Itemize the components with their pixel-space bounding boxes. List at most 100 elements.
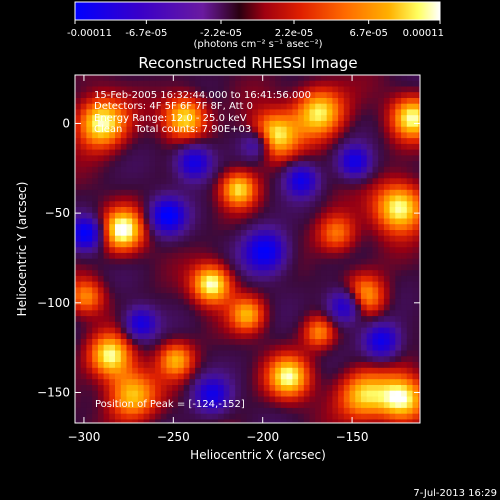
heatmap-cell xyxy=(212,235,219,242)
heatmap-cell xyxy=(240,149,248,156)
heatmap-cell xyxy=(80,270,87,277)
heatmap-cell xyxy=(355,385,362,392)
heatmap-cell xyxy=(166,293,173,300)
heatmap-cell xyxy=(160,138,168,145)
heatmap-cell xyxy=(321,189,328,197)
heatmap-cell xyxy=(252,247,259,254)
heatmap-cell xyxy=(292,247,299,254)
heatmap-cell xyxy=(126,115,133,122)
heatmap-cell xyxy=(200,103,208,110)
heatmap-cell xyxy=(406,413,414,420)
heatmap-cell xyxy=(178,218,185,225)
heatmap-cell xyxy=(286,212,293,220)
heatmap-cell xyxy=(349,385,356,392)
heatmap-cell xyxy=(218,270,225,277)
heatmap-cell xyxy=(315,143,322,151)
heatmap-cell xyxy=(240,402,248,409)
heatmap-cell xyxy=(183,247,190,254)
heatmap-cell xyxy=(143,362,150,369)
heatmap-cell xyxy=(137,218,145,225)
heatmap-cell xyxy=(338,270,345,277)
heatmap-cell xyxy=(137,201,145,208)
heatmap-cell xyxy=(412,212,419,220)
heatmap-cell xyxy=(160,143,168,151)
heatmap-cell xyxy=(75,138,82,145)
heatmap-cell xyxy=(223,316,230,323)
heatmap-cell xyxy=(303,120,311,128)
heatmap-cell xyxy=(86,120,93,128)
heatmap-cell xyxy=(361,281,368,288)
heatmap-cell xyxy=(372,333,379,340)
heatmap-cell xyxy=(361,86,368,93)
heatmap-cell xyxy=(200,350,208,357)
heatmap-cell xyxy=(143,161,150,168)
heatmap-cell xyxy=(418,161,420,168)
heatmap-cell xyxy=(172,207,179,214)
heatmap-cell xyxy=(252,298,259,306)
heatmap-cell xyxy=(315,235,322,242)
heatmap-cell xyxy=(206,344,213,352)
heatmap-cell xyxy=(149,293,156,300)
heatmap-cell xyxy=(246,419,253,423)
heatmap-cell xyxy=(332,189,339,197)
heatmap-cell xyxy=(315,275,322,283)
heatmap-cell xyxy=(149,270,156,277)
heatmap-cell xyxy=(235,293,242,300)
heatmap-cell xyxy=(115,310,122,317)
heatmap-cell xyxy=(240,212,248,220)
heatmap-cell xyxy=(149,224,156,231)
heatmap-cell xyxy=(143,120,150,128)
heatmap-cell xyxy=(258,235,265,242)
heatmap-cell xyxy=(189,379,196,386)
heatmap-cell xyxy=(298,310,305,317)
heatmap-cell xyxy=(286,126,293,133)
heatmap-cell xyxy=(172,293,179,300)
heatmap-cell xyxy=(378,281,385,288)
heatmap-cell xyxy=(109,98,116,105)
heatmap-cell xyxy=(200,373,208,380)
heatmap-cell xyxy=(326,247,333,254)
heatmap-cell xyxy=(218,172,225,179)
heatmap-cell xyxy=(343,172,351,179)
heatmap-cell xyxy=(372,149,379,156)
heatmap-cell xyxy=(298,264,305,271)
heatmap-cell xyxy=(149,98,156,105)
heatmap-cell xyxy=(263,413,271,420)
heatmap-cell xyxy=(406,390,414,397)
heatmap-cell xyxy=(395,230,402,237)
heatmap-cell xyxy=(132,241,139,248)
heatmap-cell xyxy=(258,407,265,415)
heatmap-cell xyxy=(86,385,93,392)
heatmap-cell xyxy=(326,298,333,306)
heatmap-cell xyxy=(263,230,271,237)
heatmap-cell xyxy=(103,264,110,271)
heatmap-cell xyxy=(343,86,351,93)
heatmap-cell xyxy=(160,333,168,340)
heatmap-cell xyxy=(189,212,196,220)
heatmap-cell xyxy=(200,155,208,162)
heatmap-cell xyxy=(355,172,362,179)
heatmap-cell xyxy=(178,407,185,415)
heatmap-cell xyxy=(218,385,225,392)
heatmap-cell xyxy=(132,287,139,294)
heatmap-cell xyxy=(218,327,225,334)
heatmap-cell xyxy=(143,109,150,116)
heatmap-cell xyxy=(155,298,162,306)
heatmap-cell xyxy=(137,270,145,277)
heatmap-cell xyxy=(172,287,179,294)
heatmap-cell xyxy=(372,103,379,110)
heatmap-cell xyxy=(338,109,345,116)
heatmap-cell xyxy=(149,390,156,397)
heatmap-cell xyxy=(378,264,385,271)
heatmap-cell xyxy=(86,373,93,380)
heatmap-cell xyxy=(252,120,259,128)
heatmap-cell xyxy=(406,132,414,139)
heatmap-cell xyxy=(86,115,93,122)
heatmap-cell xyxy=(229,356,236,363)
heatmap-cell xyxy=(115,316,122,323)
heatmap-cell xyxy=(172,218,179,225)
heatmap-cell xyxy=(92,172,99,179)
heatmap-cell xyxy=(126,166,133,174)
heatmap-cell xyxy=(401,344,408,352)
heatmap-cell xyxy=(160,407,168,415)
